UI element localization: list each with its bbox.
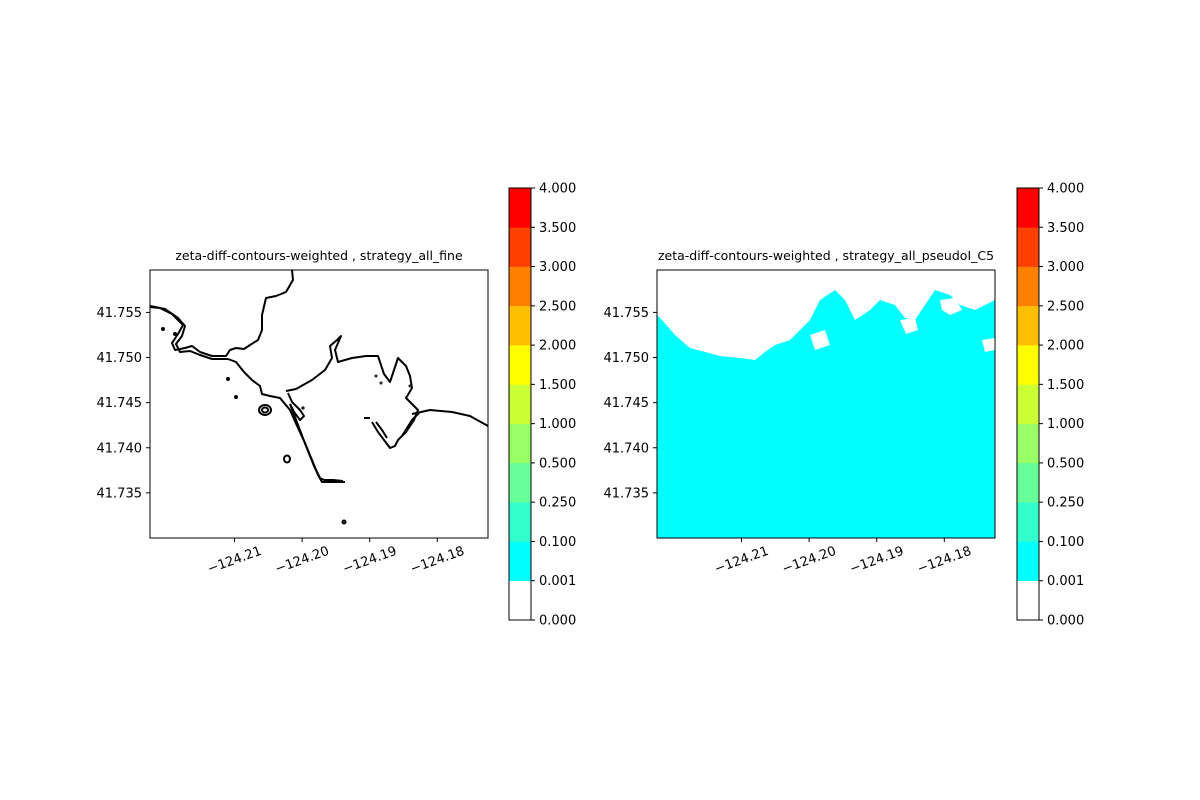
colorbar-tick-label: 4.000 bbox=[539, 182, 576, 197]
colorbar-tick-label: 0.100 bbox=[1047, 535, 1084, 550]
colorbar-tick-label: 0.250 bbox=[1047, 496, 1084, 511]
left-axes-frame bbox=[149, 269, 489, 539]
colorbar-tick-label: 0.500 bbox=[1047, 456, 1084, 471]
colorbar-band bbox=[1017, 502, 1039, 542]
x-tick-label: −124.19 bbox=[341, 544, 399, 577]
colorbar-band bbox=[1017, 188, 1039, 228]
colorbar-band bbox=[509, 188, 531, 228]
y-tick-label: 41.745 bbox=[604, 396, 650, 411]
colorbar-band bbox=[509, 227, 531, 267]
colorbar-band bbox=[509, 266, 531, 307]
colorbar-tick-label: 0.000 bbox=[1047, 614, 1084, 629]
y-tick-label: 41.735 bbox=[604, 486, 650, 501]
colorbar-tick-label: 3.000 bbox=[1047, 260, 1084, 275]
y-tick-label: 41.745 bbox=[97, 396, 143, 411]
colorbar-frame bbox=[508, 187, 532, 621]
colorbar-tick-label: 2.000 bbox=[539, 339, 576, 354]
colorbar-band bbox=[1017, 227, 1039, 267]
x-tick-label: −124.18 bbox=[915, 544, 973, 577]
colorbar-band bbox=[509, 502, 531, 542]
right-colorbar: 0.000 0.001 0.100 0.250 0.500 1.000 1.500 2.000… bbox=[1016, 182, 1084, 629]
colorbar-band bbox=[509, 462, 531, 503]
right-map-panel: zeta-diff-contours-weighted , strategy_a… bbox=[604, 182, 1085, 629]
colorbar-frame bbox=[1016, 187, 1040, 621]
left-chart-title: zeta-diff-contours-weighted , strategy_a… bbox=[175, 248, 463, 263]
y-tick-label: 41.750 bbox=[97, 351, 143, 366]
y-tick-label: 41.740 bbox=[604, 441, 650, 456]
left-colorbar: 0.000 0.001 0.100 0.250 0.500 1.000 1.500 2.000… bbox=[508, 182, 576, 629]
colorbar-band bbox=[1017, 541, 1039, 582]
x-tick-label: −124.19 bbox=[848, 544, 906, 577]
y-tick-label: 41.740 bbox=[97, 441, 143, 456]
x-tick-label: −124.20 bbox=[273, 544, 331, 577]
colorbar-band bbox=[1017, 462, 1039, 503]
colorbar-band bbox=[509, 423, 531, 464]
colorbar-tick-label: 0.100 bbox=[539, 535, 576, 550]
colorbar-tick-label: 0.250 bbox=[539, 496, 576, 511]
colorbar-tick-label: 2.500 bbox=[1047, 299, 1084, 314]
colorbar-tick-label: 0.000 bbox=[539, 614, 576, 629]
colorbar-band bbox=[509, 305, 531, 346]
right-land-mask bbox=[657, 270, 995, 360]
y-tick-label: 41.750 bbox=[604, 351, 650, 366]
colorbar-band bbox=[1017, 384, 1039, 424]
right-axes-frame bbox=[656, 269, 996, 539]
colorbar-band bbox=[1017, 345, 1039, 385]
colorbar-tick-label: 3.000 bbox=[539, 260, 576, 275]
colorbar-tick-label: 0.001 bbox=[1047, 574, 1084, 589]
colorbar-tick-label: 1.500 bbox=[539, 378, 576, 393]
colorbar-band bbox=[509, 580, 531, 621]
colorbar-band bbox=[1017, 266, 1039, 307]
colorbar-tick-label: 2.000 bbox=[1047, 339, 1084, 354]
y-tick-label: 41.755 bbox=[604, 306, 650, 321]
colorbar-band bbox=[1017, 580, 1039, 621]
colorbar-band bbox=[1017, 423, 1039, 464]
y-tick-label: 41.735 bbox=[97, 486, 143, 501]
y-tick-label: 41.755 bbox=[97, 306, 143, 321]
colorbar-tick-label: 1.000 bbox=[539, 417, 576, 432]
x-tick-label: −124.18 bbox=[408, 544, 466, 577]
right-chart-title: zeta-diff-contours-weighted , strategy_a… bbox=[658, 248, 994, 263]
x-tick-label: −124.21 bbox=[713, 544, 771, 577]
colorbar-band bbox=[1017, 305, 1039, 346]
colorbar-tick-label: 2.500 bbox=[539, 299, 576, 314]
colorbar-tick-label: 0.500 bbox=[539, 456, 576, 471]
colorbar-tick-label: 1.000 bbox=[1047, 417, 1084, 432]
colorbar-band bbox=[509, 345, 531, 385]
colorbar-tick-label: 3.500 bbox=[1047, 221, 1084, 236]
colorbar-band bbox=[509, 384, 531, 424]
left-plot-area bbox=[150, 270, 488, 538]
colorbar-tick-label: 1.500 bbox=[1047, 378, 1084, 393]
colorbar-tick-label: 4.000 bbox=[1047, 182, 1084, 197]
colorbar-tick-label: 3.500 bbox=[539, 221, 576, 236]
x-tick-label: −124.21 bbox=[206, 544, 264, 577]
left-map-panel: zeta-diff-contours-weighted , strategy_a… bbox=[97, 182, 577, 629]
colorbar-band bbox=[509, 541, 531, 582]
x-tick-label: −124.20 bbox=[780, 544, 838, 577]
colorbar-tick-label: 0.001 bbox=[539, 574, 576, 589]
